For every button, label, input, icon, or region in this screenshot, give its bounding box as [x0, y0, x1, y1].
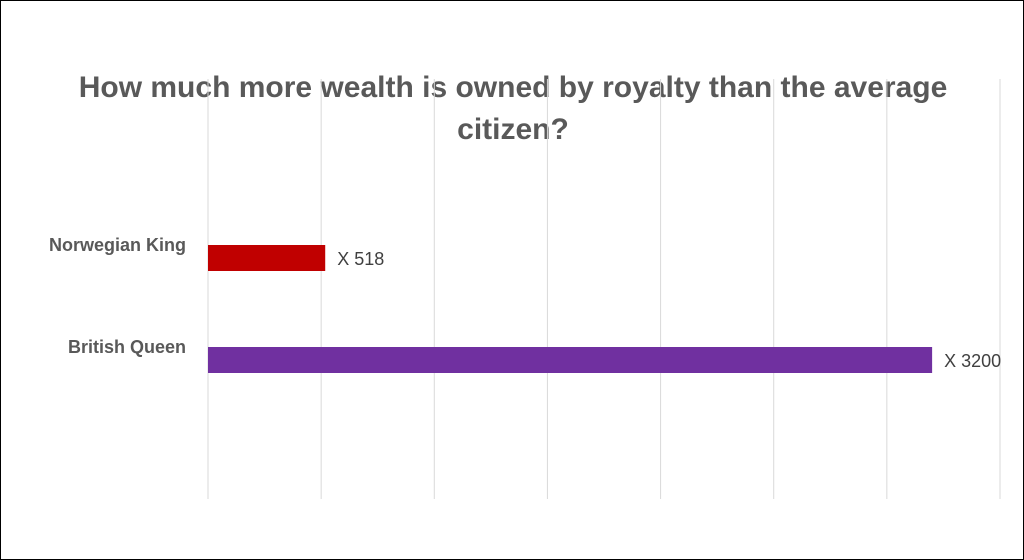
data-label: X 3200: [944, 351, 1001, 371]
bar-british-queen: [208, 347, 933, 373]
bars: [208, 245, 933, 373]
category-label: British Queen: [68, 337, 186, 357]
labels: Norwegian King X 518 British Queen X 3200: [49, 235, 1001, 371]
chart-title: How much more wealth is owned by royalty…: [78, 71, 948, 146]
category-label: Norwegian King: [49, 235, 186, 255]
gridlines: [207, 79, 1001, 499]
bar-norwegian-king: [208, 245, 326, 271]
data-label: X 518: [337, 249, 384, 269]
